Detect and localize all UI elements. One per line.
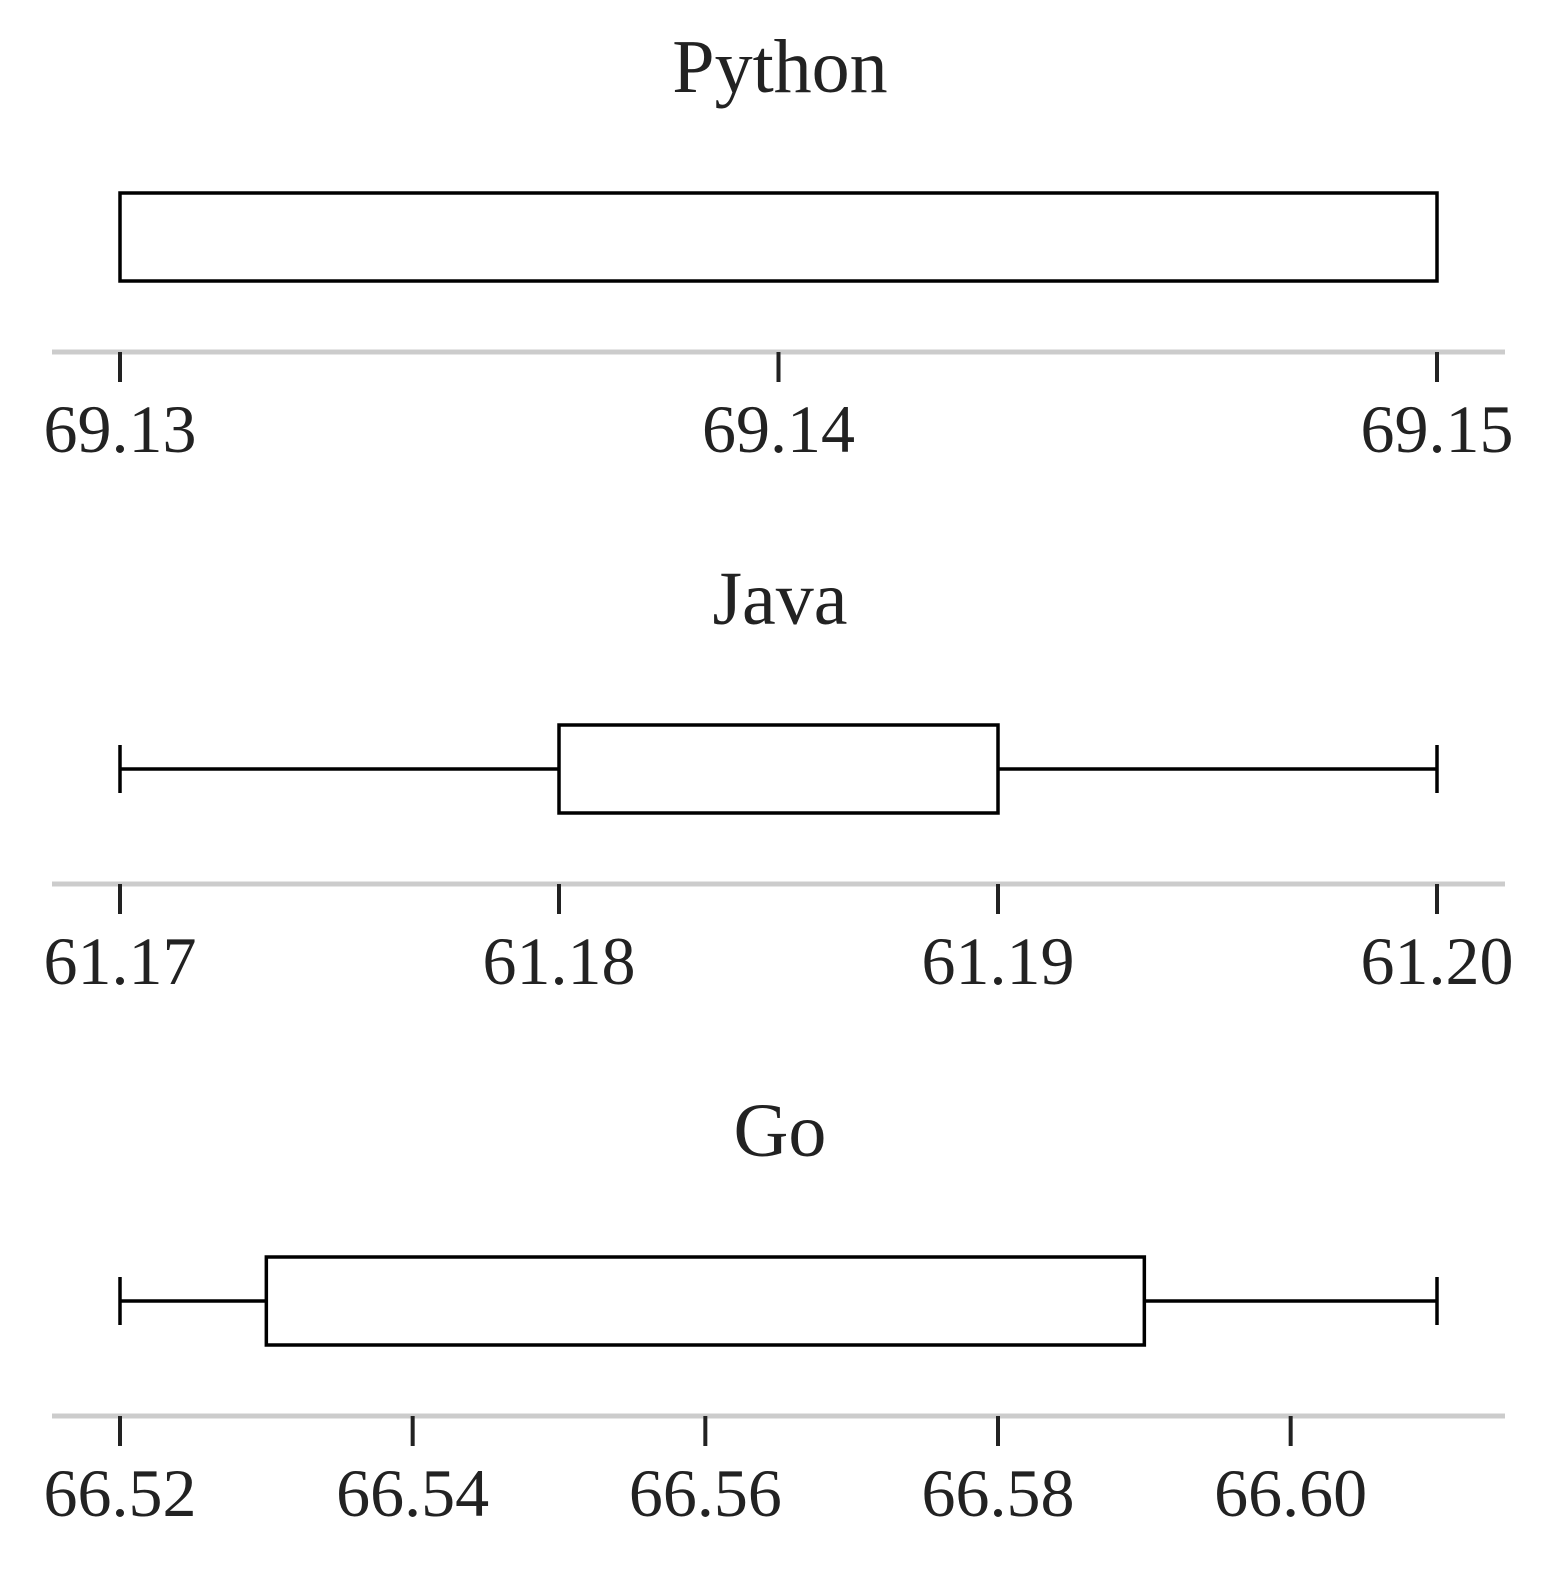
panel-go: Go 66.52 66.54 66.56 66.58 66.60 [44, 1089, 1505, 1531]
box-iqr-java [557, 723, 1000, 815]
x-tick-label-java: 61.17 [44, 923, 197, 999]
x-tick-label-java: 61.20 [1361, 923, 1514, 999]
panel-python: Python 69.13 69.14 69.15 [44, 25, 1514, 467]
panel-java: Java 61.17 61.18 61.19 61.20 [44, 557, 1514, 999]
x-tick-label-go: 66.52 [44, 1455, 197, 1531]
x-tick-label-java: 61.19 [922, 923, 1075, 999]
x-tick-label-java: 61.18 [483, 923, 636, 999]
panel-title-java: Java [712, 557, 847, 641]
x-tick-label-go: 66.54 [336, 1455, 489, 1531]
x-tick-label-python: 69.14 [702, 391, 855, 467]
x-tick-label-python: 69.13 [44, 391, 197, 467]
x-tick-label-go: 66.58 [922, 1455, 1075, 1531]
x-tick-label-python: 69.15 [1361, 391, 1514, 467]
x-tick-label-go: 66.60 [1214, 1455, 1367, 1531]
panel-title-python: Python [672, 25, 887, 109]
box-iqr-python [118, 191, 1439, 283]
box-iqr-go [264, 1255, 1147, 1347]
x-tick-label-go: 66.56 [629, 1455, 782, 1531]
panel-title-go: Go [734, 1089, 827, 1173]
